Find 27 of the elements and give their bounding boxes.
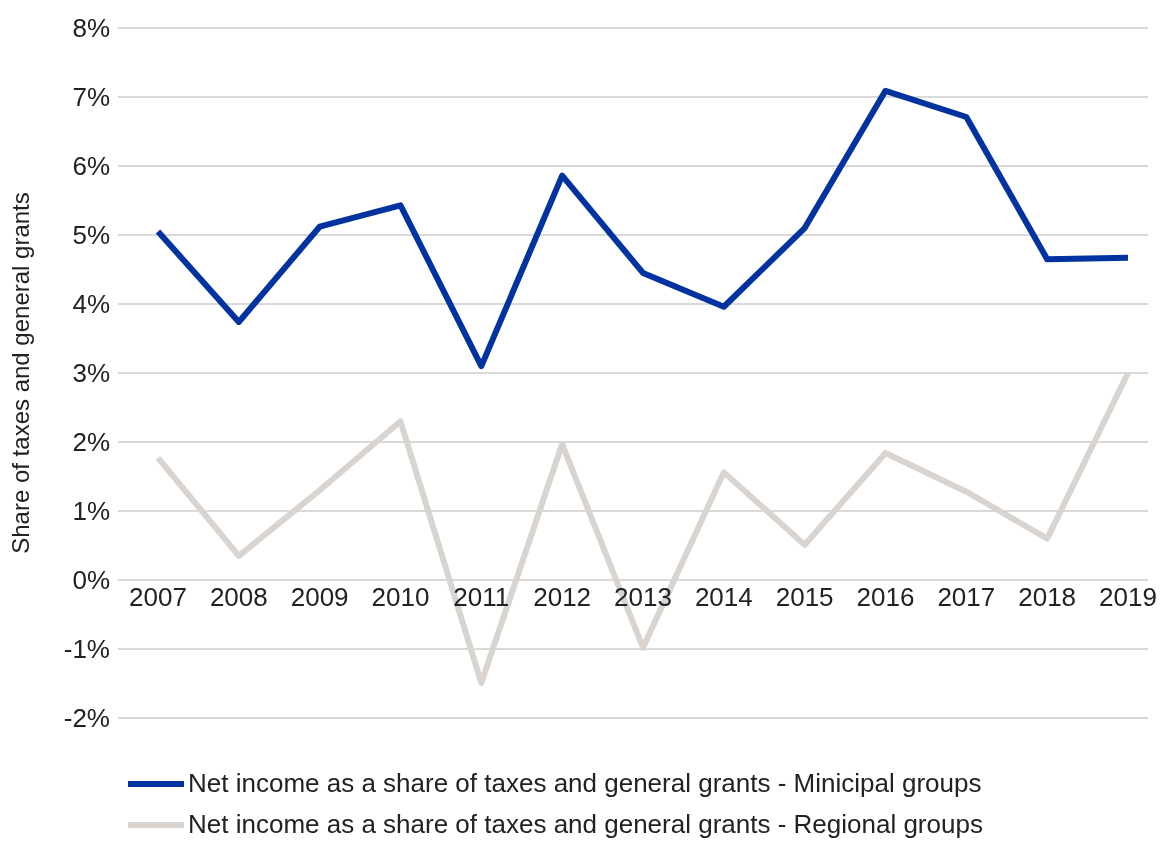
- y-tick-label: 5%: [72, 220, 110, 251]
- x-tick-label: 2007: [129, 582, 187, 612]
- x-tick-label: 2013: [614, 582, 672, 612]
- y-tick-label: 6%: [72, 151, 110, 182]
- y-tick-label: 8%: [72, 13, 110, 44]
- x-tick-label: 2015: [775, 582, 834, 612]
- y-tick-label: -1%: [63, 634, 110, 665]
- x-tick-label: 2010: [371, 582, 430, 612]
- x-tick-label: 2009: [290, 582, 349, 612]
- y-tick-label: -2%: [63, 703, 110, 734]
- x-tick-label: 2014: [694, 582, 753, 612]
- y-tick-label: 1%: [72, 496, 110, 527]
- x-tick-label: 2011: [453, 582, 510, 612]
- legend-label: Net income as a share of taxes and general grants - Regional groups: [188, 809, 983, 840]
- y-axis-title: Share of taxes and general grants: [6, 192, 34, 554]
- x-tick-label: 2018: [1018, 582, 1077, 612]
- x-tick-label: 2016: [856, 582, 915, 612]
- legend-label: Net income as a share of taxes and general grants - Minicipal groups: [188, 768, 982, 799]
- x-tick-label: 2012: [533, 582, 592, 612]
- y-tick-label: 0%: [72, 565, 110, 596]
- y-tick-label: 4%: [72, 289, 110, 320]
- x-tick-label: 2017: [937, 582, 996, 612]
- x-tick-label: 2008: [209, 582, 268, 612]
- y-tick-label: 7%: [72, 82, 110, 113]
- y-tick-label: 3%: [72, 358, 110, 389]
- y-tick-label: 2%: [72, 427, 110, 458]
- x-tick-label: 2019: [1099, 582, 1157, 612]
